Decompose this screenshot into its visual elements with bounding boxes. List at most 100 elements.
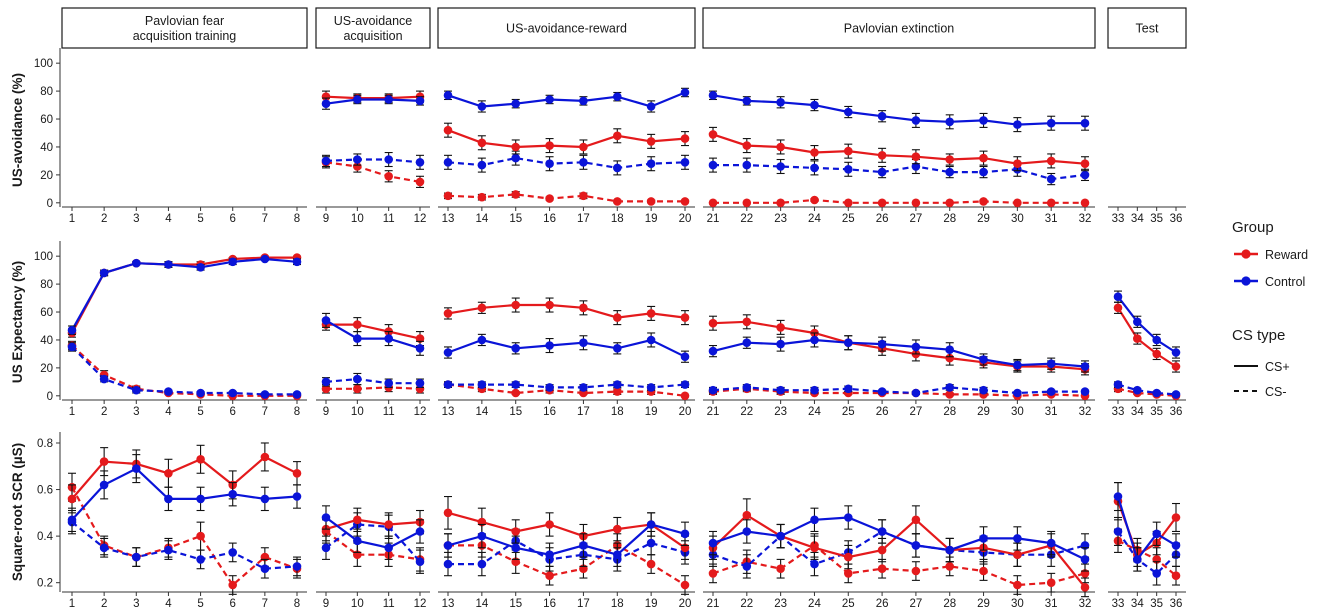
data-point-control — [511, 380, 520, 389]
x-tick-label: 19 — [645, 598, 658, 610]
x-tick-label: 14 — [475, 213, 488, 225]
data-point-reward — [1133, 334, 1142, 343]
data-point-control — [776, 98, 785, 107]
x-tick-label: 8 — [294, 406, 300, 418]
data-point-reward — [99, 457, 109, 466]
x-tick-label: 8 — [294, 213, 300, 225]
data-point-reward — [415, 177, 425, 187]
x-tick-label: 9 — [323, 598, 329, 610]
data-point-reward — [196, 455, 205, 464]
data-point-reward — [1171, 571, 1181, 580]
series-line-control-cs-plus — [712, 516, 1086, 561]
data-point-reward — [877, 151, 887, 160]
data-point-control — [132, 385, 141, 395]
data-point-control — [196, 494, 205, 504]
data-point-control — [579, 158, 588, 167]
x-tick-label: 8 — [294, 598, 300, 610]
data-point-control — [579, 541, 588, 550]
x-tick-label: 23 — [774, 213, 787, 225]
series-line-control-cs-minus — [325, 523, 421, 563]
data-point-control — [742, 527, 752, 536]
x-tick-label: 15 — [509, 598, 522, 610]
data-point-control — [164, 494, 173, 504]
series-reward-cs-plus — [67, 442, 1181, 598]
data-point-control — [742, 562, 752, 571]
data-point-reward — [545, 571, 554, 580]
data-point-reward — [945, 198, 954, 208]
data-point-control — [1013, 388, 1022, 398]
legend-label-reward: Reward — [1265, 248, 1308, 262]
x-tick-label: 27 — [910, 598, 923, 610]
data-point-control — [708, 91, 718, 100]
data-point-control — [979, 116, 988, 125]
data-point-control — [810, 163, 819, 173]
facet-strip-label: acquisition training — [133, 29, 237, 43]
data-point-control — [1046, 174, 1056, 184]
data-point-control — [99, 543, 109, 553]
data-point-reward — [292, 469, 302, 478]
data-point-reward — [742, 510, 752, 520]
legend-entry-cs-minus: CS- — [1234, 385, 1287, 399]
data-point-reward — [353, 320, 362, 329]
data-point-control — [1046, 118, 1056, 128]
data-point-control — [877, 111, 887, 121]
data-point-reward — [545, 520, 554, 529]
data-point-control — [708, 160, 718, 170]
data-point-control — [260, 254, 270, 264]
y-tick-label: 40 — [40, 142, 53, 154]
x-tick-label: 36 — [1170, 406, 1183, 418]
series-line-reward-cs-plus — [326, 323, 421, 340]
x-tick-label: 1 — [69, 598, 75, 610]
data-point-control — [1013, 120, 1022, 129]
data-point-reward — [353, 162, 362, 171]
x-tick-label: 31 — [1045, 598, 1058, 610]
data-point-control — [353, 536, 362, 546]
data-point-reward — [1080, 583, 1090, 592]
data-point-control — [979, 534, 988, 543]
data-point-control — [415, 158, 425, 167]
data-point-control — [321, 377, 331, 387]
x-tick-label: 12 — [414, 406, 427, 418]
x-tick-label: 17 — [577, 598, 590, 610]
data-point-control — [1152, 335, 1161, 345]
data-point-control — [443, 380, 453, 389]
legend-entry-reward: Reward — [1234, 248, 1308, 262]
data-point-control — [228, 388, 237, 398]
data-point-control — [1080, 387, 1090, 396]
data-point-control — [511, 344, 520, 353]
data-point-control — [443, 348, 453, 357]
x-tick-label: 1 — [69, 213, 75, 225]
x-tick-label: 27 — [910, 213, 923, 225]
data-point-control — [443, 158, 453, 167]
facet-strip-box — [437, 7, 696, 49]
data-point-control — [1080, 118, 1090, 128]
data-point-control — [810, 559, 819, 569]
data-point-reward — [680, 313, 690, 322]
data-point-reward — [877, 198, 887, 208]
series-control-cs-plus — [67, 454, 1181, 572]
x-tick-label: 22 — [740, 598, 753, 610]
data-point-control — [1080, 555, 1090, 564]
legend-cs-title: CS type — [1232, 327, 1285, 344]
data-point-reward — [443, 309, 453, 318]
x-tick-label: 12 — [414, 213, 427, 225]
data-point-reward — [384, 172, 394, 181]
data-point-control — [260, 494, 270, 504]
series-reward-cs-plus — [321, 90, 1090, 172]
data-point-control — [708, 346, 718, 356]
x-tick-label: 25 — [842, 213, 855, 225]
data-point-control — [321, 543, 331, 553]
data-point-control — [680, 380, 690, 389]
legend-entry-control: Control — [1234, 275, 1305, 289]
x-tick-label: 36 — [1170, 213, 1183, 225]
data-point-control — [511, 99, 520, 108]
series-line-reward-cs-minus — [448, 544, 686, 586]
data-point-control — [384, 95, 394, 104]
series-line-reward-cs-minus — [713, 198, 1085, 204]
x-tick-label: 32 — [1079, 598, 1092, 610]
y-tick-label: 100 — [34, 58, 53, 70]
series-line-control-cs-plus — [447, 523, 686, 556]
x-tick-label: 20 — [679, 598, 692, 610]
data-point-control — [1171, 348, 1181, 357]
data-point-control — [321, 513, 331, 522]
